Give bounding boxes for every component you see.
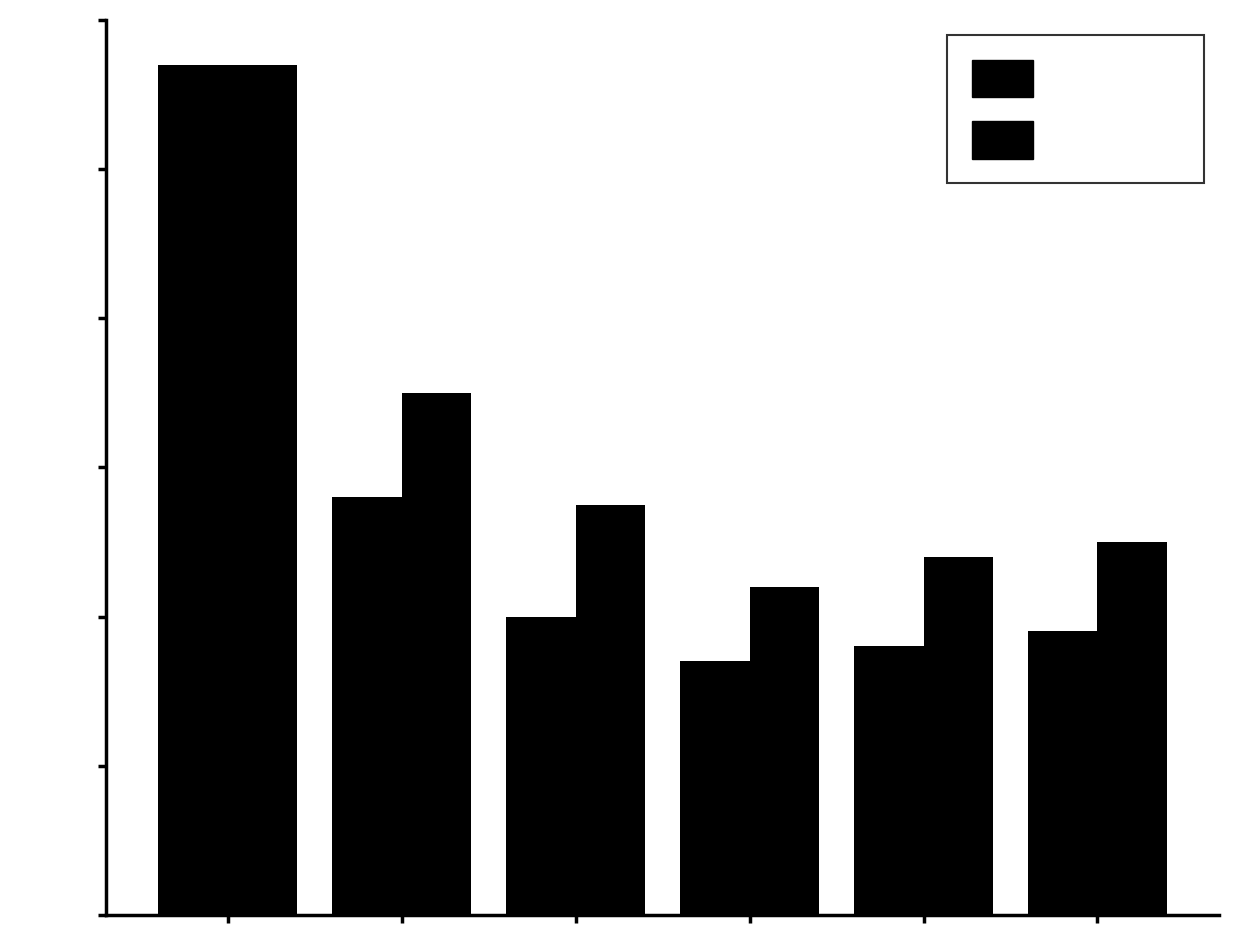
Bar — [332, 497, 402, 915]
Bar — [159, 65, 298, 915]
Bar — [1097, 543, 1167, 915]
Bar — [506, 616, 575, 915]
Bar — [924, 557, 993, 915]
Legend: S-03, L-03: S-03, L-03 — [947, 36, 1204, 184]
Bar — [854, 647, 924, 915]
Bar — [575, 505, 645, 915]
Bar — [402, 394, 471, 915]
Bar — [1028, 632, 1097, 915]
Bar — [750, 587, 820, 915]
Bar — [680, 662, 750, 915]
